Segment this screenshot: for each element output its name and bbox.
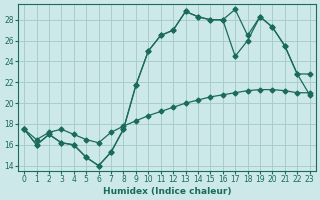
X-axis label: Humidex (Indice chaleur): Humidex (Indice chaleur) xyxy=(103,187,231,196)
